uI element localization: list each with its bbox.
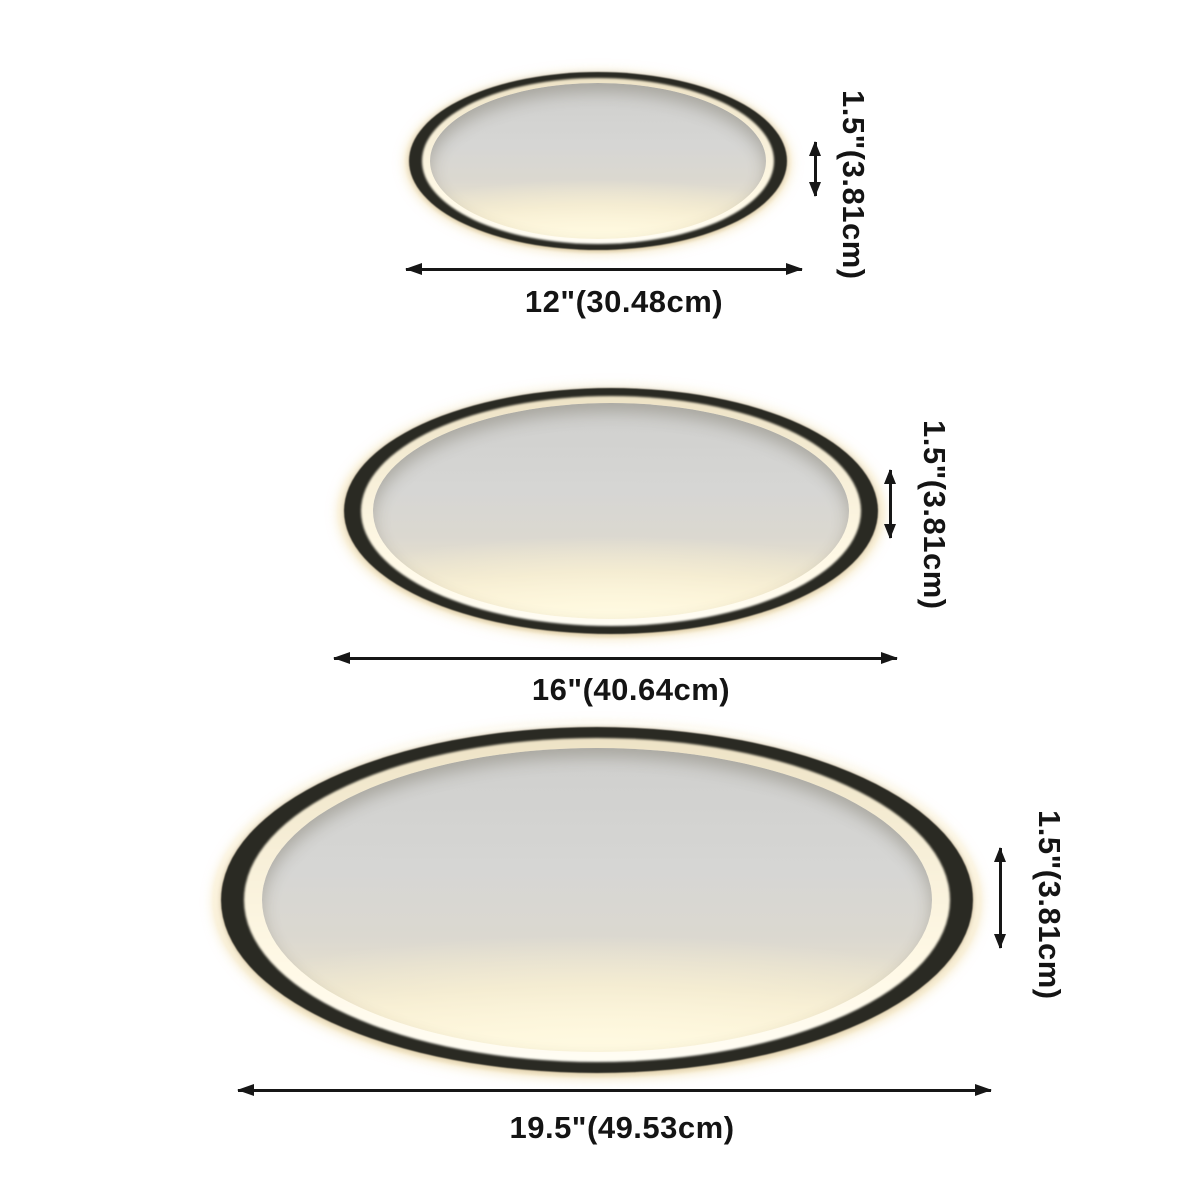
width-dimension-label: 16"(40.64cm) (531, 672, 731, 707)
height-dimension-label: 1.5"(3.81cm) (1032, 810, 1067, 1000)
diffuser-panel (373, 403, 849, 619)
width-dimension-arrow (333, 652, 898, 664)
diffuser-panel (262, 748, 932, 1052)
height-dimension-arrow (884, 469, 896, 539)
ceiling-light-medium (337, 384, 885, 638)
width-dimension-arrow (405, 263, 803, 275)
height-dimension-arrow (809, 141, 821, 197)
width-dimension-label: 12"(30.48cm) (524, 284, 724, 319)
width-dimension-label: 19.5"(49.53cm) (509, 1110, 735, 1145)
ceiling-light-large (212, 722, 982, 1078)
height-dimension-arrow (994, 847, 1006, 949)
ceiling-light-small (404, 69, 792, 253)
width-dimension-arrow (237, 1084, 992, 1096)
height-dimension-label: 1.5"(3.81cm) (836, 90, 871, 280)
diffuser-panel (430, 83, 766, 239)
height-dimension-label: 1.5"(3.81cm) (917, 420, 952, 610)
